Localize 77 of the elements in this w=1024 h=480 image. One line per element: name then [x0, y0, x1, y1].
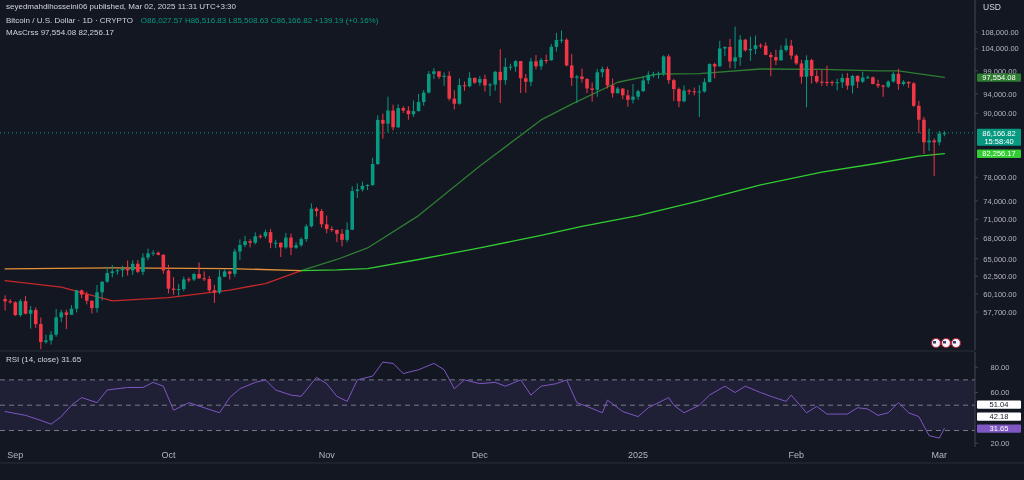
- candlestick: [733, 26, 737, 70]
- candlestick: [233, 248, 237, 278]
- candlestick: [917, 100, 921, 134]
- candlestick: [95, 284, 99, 314]
- candlestick: [498, 48, 503, 104]
- candlestick: [590, 82, 594, 103]
- candlestick: [202, 270, 206, 282]
- candlestick: [738, 34, 742, 67]
- candlestick: [911, 81, 916, 108]
- x-tick-label: Mar: [931, 450, 948, 460]
- candlestick: [90, 299, 94, 315]
- x-tick-label: Nov: [318, 450, 336, 460]
- candlestick: [717, 40, 722, 68]
- candlestick: [64, 309, 69, 330]
- line-series: [300, 152, 946, 272]
- candlestick: [49, 330, 53, 346]
- candlestick: [524, 73, 528, 94]
- candlestick: [294, 241, 298, 250]
- candlestick: [677, 86, 681, 108]
- x-tick-label: Oct: [161, 450, 176, 460]
- candlestick: [569, 53, 574, 87]
- candlestick: [396, 103, 400, 129]
- candlestick: [631, 83, 635, 105]
- candlestick: [539, 57, 543, 71]
- candlestick: [335, 229, 339, 243]
- candlestick: [187, 276, 191, 283]
- candlestick: [493, 70, 497, 92]
- candlestick: [784, 37, 788, 53]
- candlestick: [774, 49, 778, 66]
- text: Bitcoin / U.S. Dollar · 1D · CRYPTO: [6, 16, 133, 25]
- candlestick: [289, 232, 293, 256]
- chart-title: RSI (14, close) 31.65: [6, 355, 82, 364]
- candlestick: [3, 294, 7, 311]
- candlestick: [248, 238, 252, 248]
- candlestick: [238, 238, 242, 261]
- x-tick-label: 2025: [628, 450, 649, 460]
- candlestick: [769, 51, 773, 77]
- candlestick: [529, 57, 533, 87]
- candlestick: [881, 84, 885, 98]
- candlestick: [876, 79, 880, 89]
- candlestick: [932, 137, 936, 177]
- line-series: [300, 68, 946, 272]
- candlestick: [835, 77, 839, 91]
- candlestick: [927, 128, 931, 152]
- x-tick-label: Feb: [788, 450, 805, 460]
- x-tick-label: Sep: [7, 450, 24, 460]
- candlestick: [33, 306, 38, 329]
- candlestick: [595, 68, 600, 98]
- candlestick: [44, 334, 48, 345]
- annotation: seyedmahdihosseini06 published, Mar 02, 2025 11:31 UTC+3:30: [6, 2, 237, 11]
- candlestick: [39, 317, 43, 350]
- candlestick: [243, 235, 247, 248]
- candlestick: [488, 82, 492, 97]
- y-axis-title: USD: [983, 2, 1001, 12]
- annotation: MAsCrss 97,554.08 82,256.17: [6, 28, 115, 37]
- candlestick: [483, 74, 487, 93]
- candlestick: [447, 70, 451, 102]
- candlestick: [534, 54, 538, 70]
- candlestick: [54, 308, 58, 338]
- candlestick: [345, 221, 349, 243]
- line-series: [4, 270, 302, 302]
- text: O86,027.57 H86,516.83 L85,508.63 C86,166.82 +139.19 (+0.16%): [140, 16, 379, 25]
- candlestick: [442, 71, 446, 87]
- candlestick: [922, 116, 926, 155]
- x-tick-label: Dec: [471, 450, 489, 460]
- candlestick: [432, 67, 436, 80]
- candlestick: [197, 261, 201, 280]
- candlestick: [340, 228, 344, 247]
- candlestick: [381, 113, 385, 140]
- candlestick: [753, 35, 758, 55]
- candlestick: [141, 252, 145, 276]
- candlestick: [626, 89, 630, 108]
- candlestick: [391, 104, 395, 131]
- candlestick: [672, 78, 676, 102]
- candlestick: [789, 39, 794, 60]
- candlestick: [666, 53, 671, 85]
- candlestick: [728, 38, 732, 69]
